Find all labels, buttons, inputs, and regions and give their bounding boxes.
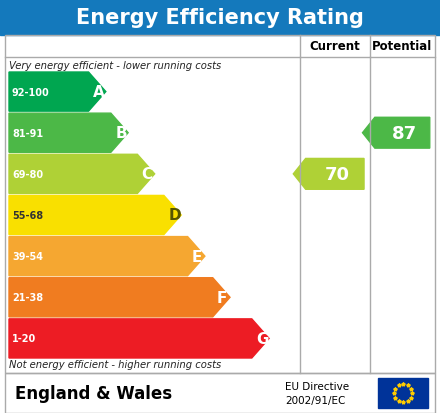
Text: 1-20: 1-20: [12, 334, 36, 344]
Text: Current: Current: [309, 40, 360, 53]
Polygon shape: [9, 237, 205, 276]
Polygon shape: [293, 159, 364, 190]
Polygon shape: [9, 155, 154, 194]
Text: 92-100: 92-100: [12, 88, 50, 97]
Text: 70: 70: [324, 166, 349, 183]
Text: A: A: [93, 85, 105, 100]
Text: C: C: [142, 167, 153, 182]
Polygon shape: [9, 196, 181, 235]
Polygon shape: [9, 114, 128, 153]
Text: Potential: Potential: [372, 40, 433, 53]
Polygon shape: [9, 278, 230, 317]
Bar: [378, 378, 428, 408]
Text: B: B: [115, 126, 127, 141]
Polygon shape: [9, 73, 106, 112]
Bar: [0, 0, 440, 36]
Text: 55-68: 55-68: [12, 211, 43, 221]
Text: Not energy efficient - higher running costs: Not energy efficient - higher running co…: [9, 359, 221, 369]
Text: 21-38: 21-38: [12, 292, 43, 303]
Text: 69-80: 69-80: [12, 169, 43, 179]
Text: England & Wales: England & Wales: [15, 384, 172, 402]
Text: 87: 87: [392, 124, 417, 142]
Text: D: D: [168, 208, 181, 223]
Text: G: G: [256, 331, 268, 346]
Bar: [5, 36, 435, 373]
Text: Very energy efficient - lower running costs: Very energy efficient - lower running co…: [9, 61, 221, 71]
Text: EU Directive
2002/91/EC: EU Directive 2002/91/EC: [285, 382, 349, 405]
Text: 81-91: 81-91: [12, 128, 43, 138]
Text: F: F: [217, 290, 227, 305]
Polygon shape: [363, 118, 430, 149]
Polygon shape: [9, 319, 269, 358]
Bar: [5, 373, 435, 413]
Text: E: E: [192, 249, 202, 264]
Text: Energy Efficiency Rating: Energy Efficiency Rating: [76, 8, 364, 28]
Text: 39-54: 39-54: [12, 252, 43, 261]
